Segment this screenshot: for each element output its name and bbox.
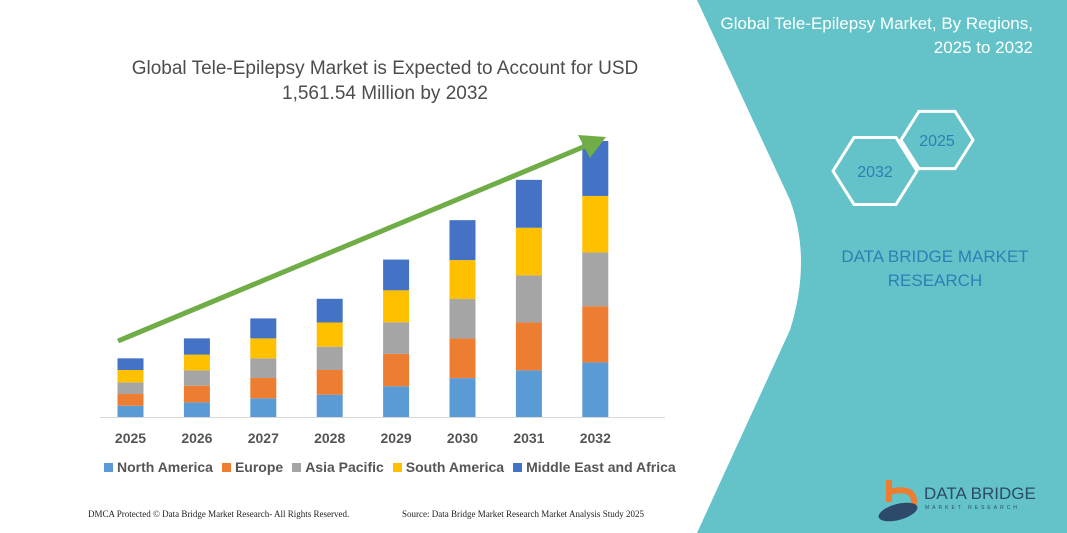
bar-2030-south-america (449, 260, 476, 299)
bar-2028-asia-pacific (316, 346, 343, 370)
legend-swatch (392, 462, 402, 472)
trend-arrowhead (578, 135, 606, 158)
x-tick-label: 2027 (248, 430, 279, 446)
bar-2025-middle-east-and-africa (117, 358, 144, 370)
bar-2026-europe (183, 385, 210, 403)
legend-item: Europe (221, 459, 284, 475)
legend-swatch (513, 462, 523, 472)
legend-item: North America (104, 459, 213, 475)
bar-2027-asia-pacific (250, 358, 277, 378)
x-tick-label: 2030 (447, 430, 478, 446)
bar-2031-asia-pacific (515, 275, 542, 323)
side-panel-title: Global Tele-Epilepsy Market, By Regions,… (720, 14, 1033, 57)
x-tick-label: 2032 (580, 430, 611, 446)
footer-copyright: DMCA Protected © Data Bridge Market Rese… (88, 509, 350, 519)
legend-swatch (292, 462, 302, 472)
logo-icon (878, 480, 918, 522)
bar-2025-north-america (117, 405, 144, 417)
legend-label: South America (405, 459, 505, 475)
bar-2030-asia-pacific (449, 298, 476, 339)
bar-2029-south-america (383, 290, 410, 323)
bar-2030-europe (449, 338, 476, 379)
bar-2025-south-america (117, 369, 144, 383)
bar-2032-europe (582, 306, 609, 363)
bar-2025-asia-pacific (117, 382, 144, 395)
legend-swatch (221, 462, 231, 472)
logo-subtext: MARKET RESEARCH (925, 505, 1020, 511)
hexagon-2032 (831, 136, 919, 206)
bar-2028-south-america (316, 322, 343, 347)
bar-2029-europe (383, 353, 410, 387)
x-tick-label: 2029 (381, 430, 412, 446)
bar-2031-middle-east-and-africa (515, 179, 542, 228)
legend-label: North America (117, 459, 213, 475)
bar-2026-south-america (183, 354, 210, 371)
footer-source: Source: Data Bridge Market Research Mark… (402, 509, 644, 519)
bar-2031-south-america (515, 227, 542, 276)
bar-2032-south-america (582, 195, 609, 253)
bar-2030-north-america (449, 378, 476, 417)
bar-2028-middle-east-and-africa (316, 298, 343, 323)
legend-item: Middle East and Africa (513, 459, 676, 475)
bar-2027-europe (250, 377, 277, 399)
trend-arrow (117, 142, 589, 344)
legend-label: Europe (234, 459, 284, 475)
bar-2029-asia-pacific (383, 322, 410, 354)
bar-2026-north-america (183, 402, 210, 417)
x-tick-label: 2031 (513, 430, 544, 446)
side-panel-brand: DATA BRIDGE MARKET RESEARCH (841, 247, 1029, 290)
bar-2029-north-america (383, 386, 410, 417)
legend-label: Middle East and Africa (526, 459, 676, 475)
legend-item: South America (392, 459, 505, 475)
x-tick-label: 2028 (314, 430, 345, 446)
bar-2028-europe (316, 369, 343, 395)
bar-2026-middle-east-and-africa (183, 338, 210, 355)
bar-2029-middle-east-and-africa (383, 259, 410, 291)
bar-2032-north-america (582, 362, 609, 417)
x-tick-label: 2026 (181, 430, 212, 446)
bar-2028-north-america (316, 394, 343, 417)
chart-legend: North America Europe Asia Pacific South Ame… (104, 459, 676, 475)
chart-title: Global Tele-Epilepsy Market is Expected … (131, 58, 639, 104)
bar-2031-europe (515, 322, 542, 371)
side-panel-background (697, 0, 1067, 533)
legend-label: Asia Pacific (305, 459, 384, 475)
bar-2027-middle-east-and-africa (250, 318, 277, 339)
bar-2025-europe (117, 394, 144, 406)
logo-text: DATA BRIDGE (924, 484, 1036, 503)
x-tick-label: 2025 (115, 430, 146, 446)
bar-2030-middle-east-and-africa (449, 220, 476, 261)
hexagon-2025 (899, 109, 975, 171)
hexagon-year-label: 2032 (857, 164, 893, 181)
bar-2026-asia-pacific (183, 370, 210, 386)
legend-swatch (104, 462, 113, 472)
bar-2027-north-america (250, 398, 277, 417)
bar-2032-asia-pacific (582, 252, 609, 307)
hexagon-year-label: 2025 (919, 133, 955, 150)
bar-2027-south-america (250, 338, 277, 359)
legend-item: Asia Pacific (292, 459, 384, 475)
bar-2031-north-america (515, 370, 542, 417)
